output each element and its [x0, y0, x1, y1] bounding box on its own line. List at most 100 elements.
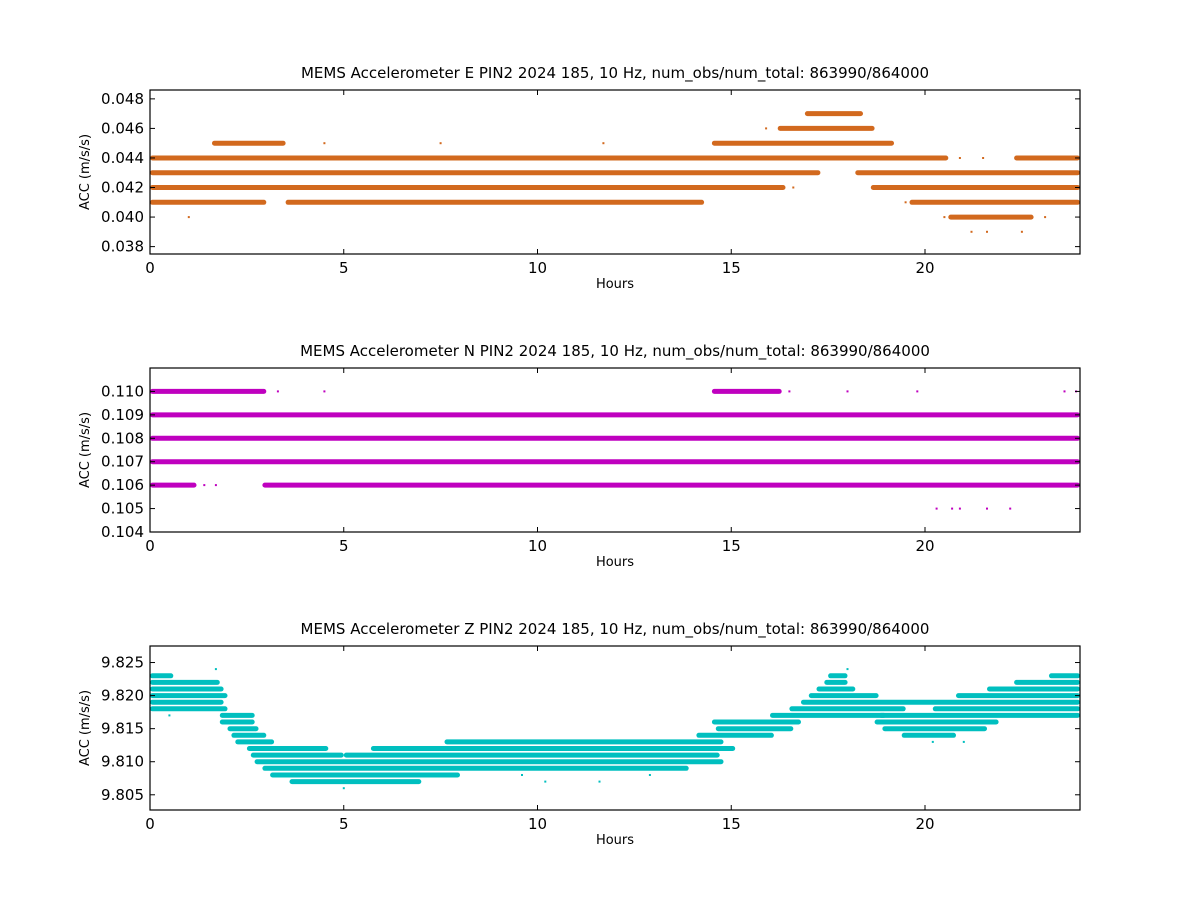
data-point-3 [544, 780, 547, 783]
y-tick-label: 0.040 [101, 208, 144, 226]
data-band-1 [777, 125, 875, 131]
y-tick-label: 0.044 [101, 149, 144, 167]
data-band-30 [878, 712, 1080, 718]
data-point-10 [982, 157, 985, 159]
x-axis-label: Hours [596, 555, 634, 570]
y-tick-label: 0.046 [101, 119, 144, 137]
panel-z: MEMS Accelerometer Z PIN2 2024 185, 10 H… [78, 620, 1081, 848]
data-band-0 [150, 673, 174, 679]
data-band-31 [874, 719, 999, 725]
data-band-8 [227, 726, 259, 732]
data-band-11 [246, 746, 329, 751]
data-band-23 [770, 712, 887, 718]
data-band-5 [1014, 155, 1080, 161]
x-tick-label: 0 [145, 815, 155, 833]
data-band-0 [804, 111, 863, 117]
x-tick-label: 10 [528, 259, 547, 277]
y-tick-label: 0.106 [101, 476, 144, 494]
data-point-13 [1009, 507, 1012, 510]
data-band-13 [948, 214, 1034, 220]
data-band-29 [828, 673, 848, 679]
data-band-28 [824, 679, 848, 685]
data-band-14 [343, 752, 720, 758]
data-point-7 [521, 774, 523, 776]
y-axis-label: ACC (m/s/s) [78, 134, 93, 210]
x-tick-label: 5 [339, 815, 349, 833]
data-point-3 [970, 230, 973, 233]
x-tick-label: 20 [915, 259, 934, 277]
data-point-1 [168, 714, 171, 717]
data-point-4 [916, 390, 919, 393]
data-band-33 [901, 732, 956, 738]
data-band-3 [711, 140, 894, 146]
plot-frame [149, 367, 1081, 533]
data-band-35 [956, 693, 1080, 699]
y-tick-label: 0.110 [101, 382, 144, 400]
y-tick-label: 0.104 [101, 523, 144, 541]
y-tick-label: 0.042 [101, 179, 144, 197]
data-band-9 [231, 732, 267, 738]
data-band-17 [270, 772, 460, 778]
data-point-4 [598, 780, 601, 783]
x-tick-label: 5 [339, 259, 349, 277]
y-tick-label: 0.038 [101, 238, 144, 256]
data-band-32 [882, 726, 987, 732]
data-point-1 [792, 186, 795, 189]
y-tick-label: 9.815 [101, 720, 144, 738]
data-point-10 [951, 507, 954, 510]
data-band-12 [370, 746, 736, 751]
data-band-22 [711, 719, 801, 725]
x-tick-label: 0 [145, 259, 155, 277]
plot-frame [149, 89, 1081, 255]
x-tick-label: 20 [915, 537, 934, 555]
data-band-4 [150, 155, 949, 161]
panel-n: MEMS Accelerometer N PIN2 2024 185, 10 H… [78, 342, 1081, 570]
data-point-1 [323, 390, 326, 393]
data-band-2 [212, 140, 286, 146]
y-tick-label: 9.810 [101, 753, 144, 771]
data-band-26 [808, 693, 879, 699]
data-point-0 [214, 668, 217, 671]
plot-frame [149, 645, 1081, 811]
data-band-2 [150, 412, 1080, 418]
y-axis-label: ACC (m/s/s) [78, 690, 93, 766]
data-band-20 [696, 732, 774, 738]
data-band-8 [150, 185, 786, 190]
data-band-3 [150, 693, 228, 699]
data-band-6 [262, 482, 1080, 488]
data-band-24 [789, 706, 906, 712]
data-band-4 [150, 459, 1080, 465]
data-band-38 [1049, 673, 1080, 679]
y-tick-label: 0.108 [101, 429, 144, 447]
data-point-9 [935, 507, 938, 510]
data-band-1 [150, 679, 220, 685]
y-tick-label: 0.048 [101, 90, 144, 108]
y-tick-label: 9.825 [101, 654, 144, 672]
y-tick-label: 0.109 [101, 406, 144, 424]
data-point-6 [323, 142, 326, 145]
data-band-1 [711, 388, 782, 394]
data-point-7 [203, 484, 206, 487]
data-band-34 [932, 706, 1081, 712]
data-point-5 [1063, 390, 1066, 393]
y-axis-label: ACC (m/s/s) [78, 412, 93, 488]
y-tick-label: 0.107 [101, 453, 144, 471]
y-tick-label: 9.820 [101, 687, 144, 705]
data-point-0 [187, 216, 190, 219]
data-band-3 [150, 435, 1080, 441]
data-band-19 [444, 739, 724, 745]
data-point-9 [846, 668, 849, 671]
data-band-13 [250, 752, 344, 758]
data-band-36 [987, 686, 1080, 692]
data-band-5 [150, 706, 228, 712]
data-point-12 [986, 507, 988, 510]
data-band-7 [855, 170, 1081, 176]
x-tick-label: 15 [722, 259, 741, 277]
chart-title: MEMS Accelerometer N PIN2 2024 185, 10 H… [300, 342, 930, 361]
data-point-3 [846, 390, 849, 393]
data-band-16 [262, 765, 689, 771]
data-band-10 [150, 199, 267, 205]
data-point-13 [943, 216, 946, 219]
